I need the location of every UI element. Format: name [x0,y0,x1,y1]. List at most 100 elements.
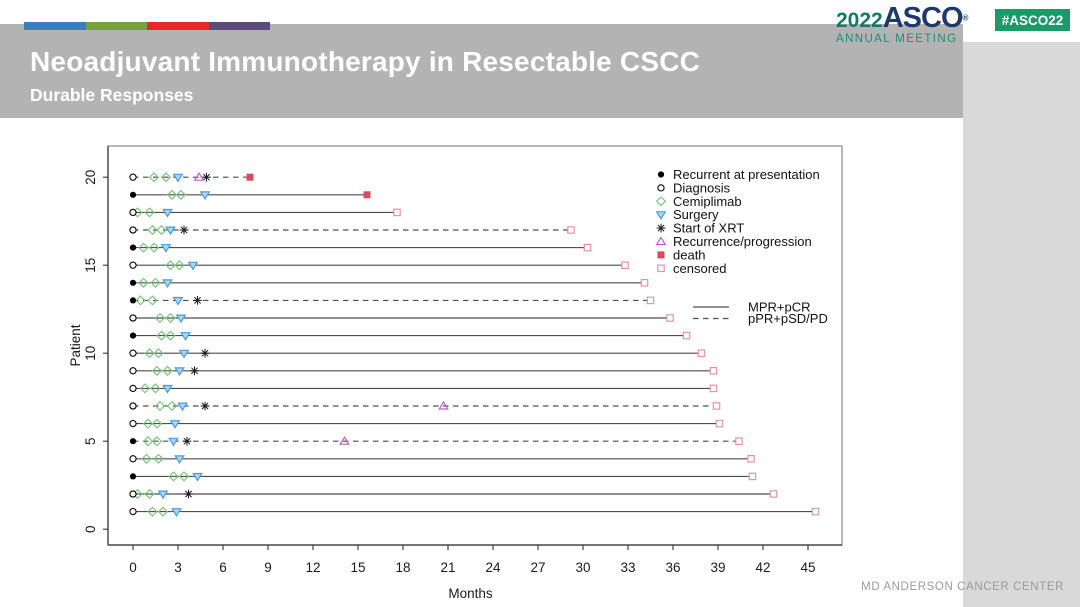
legend-label: MPR+pCR [748,300,811,315]
patient-lane-8 [129,383,718,394]
circle-open-icon [129,402,137,410]
square-filled-icon [363,191,371,199]
diamond-open-icon [174,260,185,271]
asterisk-icon [193,295,202,305]
patient-lane-9 [129,365,718,377]
logo-year: 2022 [836,9,883,32]
patient-lane-18 [129,207,401,218]
diamond-open-icon [150,383,161,394]
swimmer-plot: 0 3 6 9 12 15 18 21 24 27 30 33 36 39 42 4505101520Mont… [68,145,843,601]
svg-text:27: 27 [530,560,545,575]
asterisk-icon [656,223,666,233]
diamond-open-icon [156,224,167,236]
diamond-open-icon [148,242,160,253]
square-open-icon [769,490,778,498]
diamond-open-icon [166,189,178,200]
svg-text:12: 12 [305,560,320,575]
asterisk-icon [179,225,189,235]
square-open-icon [682,331,691,340]
patient-lane-16 [129,242,592,253]
circle-filled-icon [129,473,137,480]
y-axis-label: Patient [68,324,83,366]
triangle-down-icon [177,402,188,412]
diamond-open-icon [148,172,160,183]
y-tick-labels: 0 5 10 15 20 [83,170,108,533]
patient-lanes [129,171,820,517]
svg-text:21: 21 [440,560,455,575]
diamond-open-icon [144,207,155,218]
circle-open-icon [129,367,137,375]
color-bar-segment [147,22,209,30]
svg-text:42: 42 [755,560,770,575]
square-open-icon [709,366,718,375]
diamond-open-icon [144,348,155,359]
triangle-up-open-icon [655,236,667,246]
svg-text:10: 10 [83,346,98,361]
diamond-open-icon [162,365,173,376]
circle-open-icon [129,419,137,428]
patient-lane-7 [129,400,721,412]
circle-filled-icon [129,297,137,304]
circle-filled-icon [129,191,137,198]
legend-label: Recurrence/progression [673,234,812,249]
triangle-down-icon [172,296,184,306]
triangle-down-icon [157,490,169,500]
diamond-open-icon [139,383,151,394]
diamond-open-icon [144,488,155,500]
circle-open-icon [129,314,137,322]
svg-text:0: 0 [129,560,137,575]
legend: Recurrent at presentationDiagnosisCemipl… [655,167,828,326]
triangle-down-icon [174,455,185,465]
x-tick-labels: 0 3 6 9 12 15 18 21 24 27 30 33 36 39 42 45 [129,545,816,575]
diamond-open-icon [150,277,161,288]
patient-lane-20 [129,171,254,183]
diamond-open-icon [147,224,158,236]
triangle-down-icon [162,279,173,289]
hashtag-badge: #ASCO22 [995,9,1070,31]
patient-lane-1 [129,506,820,517]
diamond-open-icon [151,418,163,429]
svg-text:15: 15 [350,560,365,575]
triangle-down-icon [199,191,211,201]
triangle-down-icon [180,332,191,341]
color-bar-segment [24,22,86,30]
triangle-down-icon [178,349,190,359]
svg-text:30: 30 [575,560,590,575]
triangle-down-icon [172,173,184,183]
circle-open-icon [129,208,137,217]
svg-text:0: 0 [83,525,98,533]
color-bar-segment [85,22,147,30]
patient-lane-11 [129,330,691,341]
legend-label: Recurrent at presentation [673,167,820,182]
square-open-icon [567,226,575,234]
asterisk-icon [182,436,192,446]
legend-label: death [673,247,706,262]
legend-label: Cemiplimab [673,194,742,209]
triangle-down-icon [160,244,172,253]
circle-open-icon [129,261,137,269]
diamond-open-icon [165,312,176,324]
diamond-open-icon [138,242,149,253]
diamond-open-icon [141,453,152,464]
diamond-open-icon [168,471,179,482]
square-open-icon [666,314,674,322]
square-open-icon [747,454,755,463]
diamond-open-icon [160,172,172,183]
triangle-down-icon [169,420,181,429]
logo-acronym: ASCO [882,2,964,34]
circle-open-icon [129,490,137,498]
diamond-open-icon [138,277,149,288]
registered-trademark-icon: ® [962,13,969,23]
square-open-icon [709,384,718,393]
patient-lane-13 [129,295,655,306]
circle-open-icon [129,455,137,463]
diamond-open-icon [154,400,166,412]
diamond-open-icon [154,312,166,324]
triangle-down-icon [655,211,667,220]
svg-text:39: 39 [710,560,725,575]
svg-text:18: 18 [395,560,410,575]
square-open-icon [657,264,665,273]
decorative-color-bar [24,22,270,30]
triangle-up-open-icon [339,435,350,445]
diamond-open-icon [151,436,163,447]
